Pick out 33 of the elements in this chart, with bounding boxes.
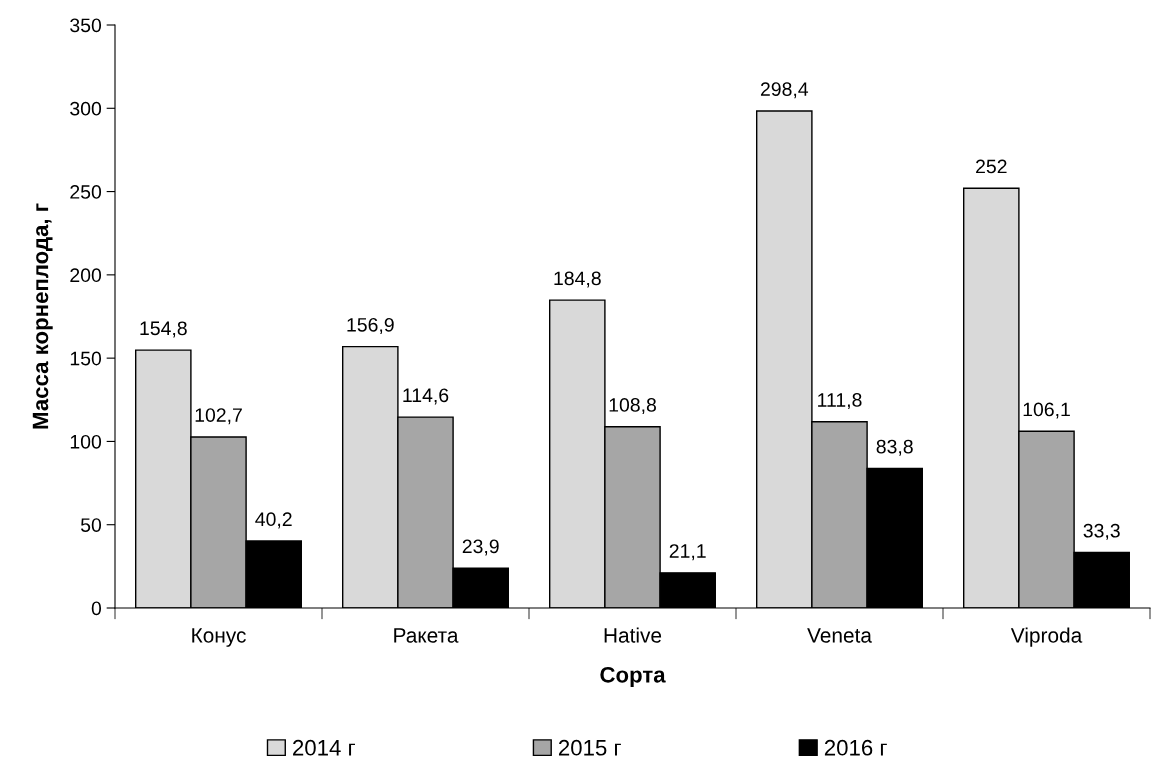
text: 40,2 [255,512,292,529]
legend-label: 2014 г [293,739,355,756]
x-tick-label: Hative [604,627,662,643]
text: 298,4 [760,82,809,99]
y-tick-label: 250 [70,185,102,199]
y-tick-label: 150 [70,351,102,366]
text: 23,9 [462,539,499,556]
x-tick-label: Veneta [807,628,872,643]
text: 156,9 [347,317,394,334]
text: 114,6 [403,388,449,405]
x-axis-title: Сорта [600,666,666,688]
text: 106,1 [1023,402,1070,419]
text: 111,8 [818,393,862,410]
y-tick-label: 100 [70,434,102,449]
text: 252 [976,159,1007,174]
x-tick-label: Ракета [394,628,459,643]
text: 33,3 [1083,523,1120,540]
text: 108,8 [609,398,656,415]
y-tick-label: 350 [70,18,102,33]
legend-label: 2015 г [558,739,621,756]
text: 154,8 [140,321,187,338]
y-tick-label: 200 [70,268,102,283]
text: 21,1 [669,544,706,561]
y-tick-label: 300 [70,101,102,116]
y-tick-label: 50 [80,518,102,532]
text: 184,8 [554,271,601,288]
x-tick-label: Viproda [1010,627,1083,647]
text: 83,8 [876,439,913,456]
legend-label: 2016 г [824,739,887,756]
y-tick-label: 0 [91,601,102,616]
text: 102,7 [195,408,242,425]
x-tick-label: Конус [192,628,246,647]
y-axis-title: Масса корнеплода, г [32,203,53,429]
